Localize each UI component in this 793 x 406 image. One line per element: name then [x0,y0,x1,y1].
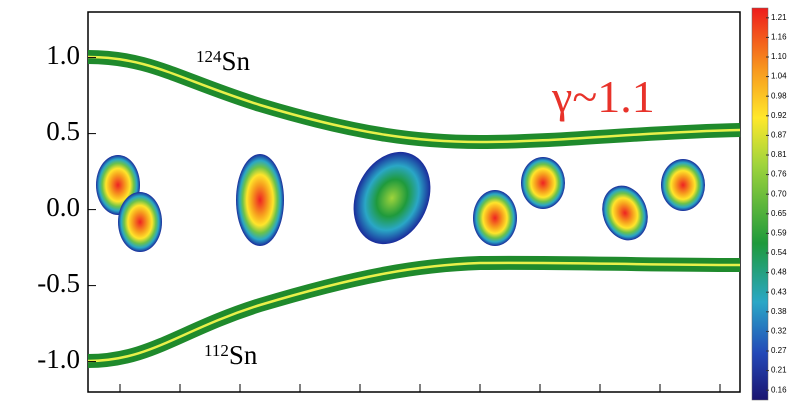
colorbar-label: 1.10 [771,52,787,61]
colorbar [751,7,769,401]
colorbar-label: 0.81 [771,150,787,159]
colorbar-label: 0.59 [771,229,787,238]
colorbar-label: 0.38 [771,307,787,316]
colorbar-label: 0.65 [771,209,787,218]
label-upper: 124Sn [196,46,251,76]
x-ticks [119,384,721,392]
trajectories [87,50,741,368]
colorbar-label: 0.54 [771,248,787,257]
colorbar-label: 0.43 [771,287,787,296]
y-tick-label: -0.5 [37,268,80,298]
colorbar-label: 0.48 [771,268,787,277]
colorbar-label: 0.76 [771,170,787,179]
colorbar-label: 1.04 [771,72,787,81]
colorbar-label: 1.16 [771,33,787,42]
colorbar-label: 0.87 [771,131,787,140]
colorbar-label: 1.21 [771,13,787,22]
y-tick-label: 0.5 [46,116,80,146]
colorbar-label: 0.21 [771,366,787,375]
colorbar-label: 0.32 [771,327,787,336]
y-tick-label: 0.0 [46,192,80,222]
colorbar-label: 0.27 [771,346,787,355]
colorbar-label: 0.70 [771,189,787,198]
gamma-label: γ~1.1 [551,71,655,122]
label-lower: 112Sn [204,340,258,370]
y-tick-label: -1.0 [37,344,80,374]
density-blobs [96,151,705,252]
colorbar-label: 0.98 [771,91,787,100]
colorbar-label: 0.16 [771,385,787,394]
colorbar-label: 0.92 [771,111,787,120]
y-tick-label: 1.0 [46,40,80,70]
